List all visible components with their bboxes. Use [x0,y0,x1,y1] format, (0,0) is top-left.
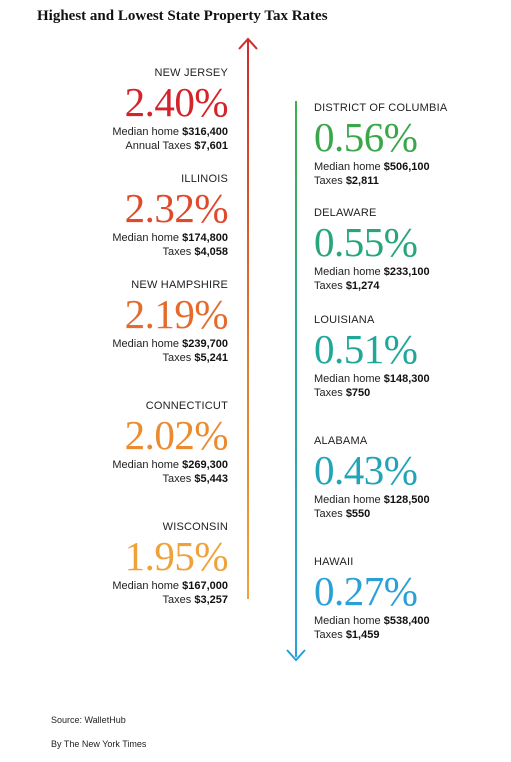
tax-rate: 0.51% [314,326,418,372]
state-name: NEW JERSEY [154,67,228,79]
taxes-value: $3,257 [194,594,228,606]
arrow-down-icon [286,649,306,662]
median-home-value: $239,700 [182,338,228,350]
median-home-value: $233,100 [383,266,430,278]
state-card-connecticut: CONNECTICUT 2.02% Median home $269,300 T… [60,400,228,486]
median-home: Median home $269,300 [60,458,228,472]
taxes-value: $1,274 [345,280,380,292]
annual-taxes: Taxes $550 [314,507,504,521]
median-home: Median home $506,100 [314,160,504,174]
median-home: Median home $174,800 [60,231,228,245]
source-note: Source: WalletHub [51,715,126,725]
taxes-value: $5,241 [194,352,228,364]
taxes-label: Taxes [314,629,343,641]
tax-rate: 0.55% [314,219,418,265]
arrow-up-icon [238,37,258,50]
taxes-label: Taxes [162,352,192,364]
median-home-value: $506,100 [383,161,430,173]
taxes-value: $5,443 [194,473,228,485]
annual-taxes: Taxes $2,811 [314,174,504,188]
tax-rate: 0.43% [314,447,418,493]
tax-rate: 1.95% [124,533,229,579]
taxes-label: Taxes [314,508,343,520]
state-card-new-jersey: NEW JERSEY 2.40% Median home $316,400 An… [60,67,228,153]
median-home-label: Median home [112,126,180,138]
median-home-value: $148,300 [383,373,430,385]
state-card-hawaii: HAWAII 0.27% Median home $538,400 Taxes … [314,556,504,642]
annual-taxes: Taxes $5,241 [60,351,228,365]
annual-taxes: Taxes $4,058 [60,245,228,259]
taxes-label: Taxes [314,280,343,292]
state-name: DELAWARE [314,207,377,219]
tax-rate: 2.40% [124,79,229,125]
state-card-louisiana: LOUISIANA 0.51% Median home $148,300 Tax… [314,314,504,400]
tax-rate: 2.02% [124,412,229,458]
state-card-delaware: DELAWARE 0.55% Median home $233,100 Taxe… [314,207,504,293]
state-card-alabama: ALABAMA 0.43% Median home $128,500 Taxes… [314,435,504,521]
state-name: HAWAII [314,556,354,568]
state-card-illinois: ILLINOIS 2.32% Median home $174,800 Taxe… [60,173,228,259]
state-name: ALABAMA [314,435,368,447]
page-title: Highest and Lowest State Property Tax Ra… [37,8,328,24]
median-home-label: Median home [112,338,180,350]
taxes-label: Taxes [314,175,343,187]
median-home-label: Median home [314,266,381,278]
median-home: Median home $316,400 [60,125,228,139]
tax-rate: 0.27% [314,568,418,614]
state-name: NEW HAMPSHIRE [131,279,228,291]
state-card-new-hampshire: NEW HAMPSHIRE 2.19% Median home $239,700… [60,279,228,365]
median-home-value: $128,500 [383,494,430,506]
state-name: CONNECTICUT [145,400,228,412]
median-home: Median home $239,700 [60,337,228,351]
taxes-label: Taxes [162,246,192,258]
median-home-label: Median home [112,232,180,244]
state-card-district-of-columbia: DISTRICT OF COLUMBIA 0.56% Median home $… [314,102,504,188]
lowest-rates-axis-line [295,101,297,657]
median-home-label: Median home [112,459,180,471]
taxes-value: $550 [345,508,371,520]
median-home: Median home $128,500 [314,493,504,507]
median-home-label: Median home [314,494,381,506]
taxes-label: Taxes [314,387,343,399]
taxes-label: Taxes [162,594,192,606]
state-name: WISCONSIN [162,521,228,533]
median-home-label: Median home [314,373,381,385]
highest-rates-axis-line [247,40,249,599]
taxes-label: Taxes [162,473,192,485]
taxes-label: Annual Taxes [125,140,192,152]
annual-taxes: Taxes $1,459 [314,628,504,642]
annual-taxes: Taxes $1,274 [314,279,504,293]
annual-taxes: Taxes $750 [314,386,504,400]
median-home-value: $167,000 [182,580,228,592]
median-home: Median home $167,000 [60,579,228,593]
median-home-value: $269,300 [182,459,228,471]
median-home: Median home $233,100 [314,265,504,279]
annual-taxes: Taxes $3,257 [60,593,228,607]
state-name: LOUISIANA [314,314,375,326]
taxes-value: $2,811 [345,175,379,187]
tax-rate: 0.56% [314,114,418,160]
taxes-value: $750 [345,387,371,399]
median-home: Median home $538,400 [314,614,504,628]
tax-rate: 2.19% [124,291,229,337]
annual-taxes: Annual Taxes $7,601 [60,139,228,153]
median-home-label: Median home [314,615,381,627]
median-home-value: $538,400 [383,615,430,627]
taxes-value: $7,601 [194,140,228,152]
median-home-value: $316,400 [182,126,228,138]
annual-taxes: Taxes $5,443 [60,472,228,486]
median-home-label: Median home [112,580,180,592]
state-card-wisconsin: WISCONSIN 1.95% Median home $167,000 Tax… [60,521,228,607]
state-name: DISTRICT OF COLUMBIA [314,102,448,114]
median-home-value: $174,800 [182,232,228,244]
tax-rate: 2.32% [124,185,229,231]
taxes-value: $1,459 [345,629,380,641]
state-name: ILLINOIS [181,173,228,185]
median-home-label: Median home [314,161,381,173]
median-home: Median home $148,300 [314,372,504,386]
byline: By The New York Times [51,739,147,749]
taxes-value: $4,058 [194,246,228,258]
